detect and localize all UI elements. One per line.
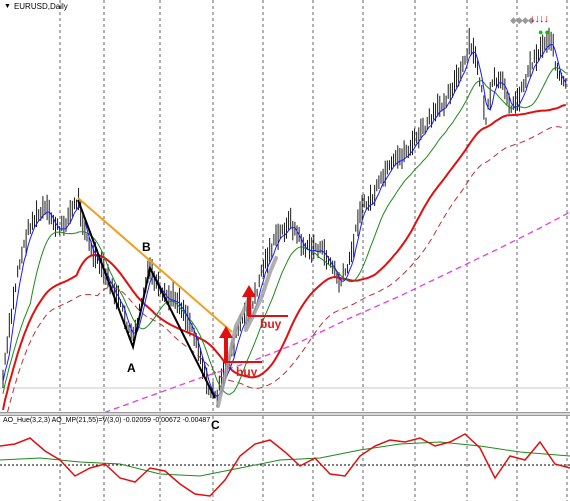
fast-ma-line — [2, 43, 567, 398]
symbol-name: EURUSD,Daily — [13, 2, 68, 11]
indicator-name-label: AO_Hue(3,2,3) AO_MP(21,55)=V(3,0) -0.020… — [3, 417, 211, 424]
indicator-canvas — [0, 416, 570, 501]
slow-ma-dashed-line — [7, 126, 566, 412]
signal-dots-icon: ●● — [538, 27, 551, 37]
price-chart-canvas — [0, 0, 570, 412]
pattern-label-b: B — [142, 240, 151, 254]
buy-label-upper: buy — [260, 317, 282, 331]
symbol-timeframe-label[interactable]: ▼ EURUSD,Daily — [4, 2, 68, 11]
object-markers-icon: ◆◆◆◆ — [510, 15, 535, 25]
pattern-label-a: A — [127, 361, 136, 375]
buy-label-lower: buy — [236, 365, 258, 379]
main-price-chart[interactable]: ▼ EURUSD,Daily ◆◆◆◆ ↓↓↓↓ ●● B A buy buy — [0, 0, 570, 412]
buy-arrow-icon — [242, 285, 256, 297]
panel-separator[interactable] — [0, 412, 570, 416]
long-ma-dashed-line — [104, 211, 570, 412]
indicator-red-line — [0, 433, 570, 497]
vertical-grid — [59, 0, 568, 412]
mid-ma-line — [2, 67, 567, 395]
resistance-trendline — [77, 197, 233, 333]
price-bars — [2, 27, 567, 407]
buy-arrow-icon — [219, 326, 233, 338]
slow-ma-line — [2, 104, 566, 411]
pattern-label-c: C — [211, 418, 220, 432]
abc-pattern-line — [77, 199, 216, 399]
buy-signals — [219, 285, 288, 363]
indicator-green-line — [0, 441, 570, 477]
dropdown-triangle-icon[interactable]: ▼ — [4, 3, 11, 10]
sell-arrows-icon: ↓↓↓↓ — [530, 13, 549, 25]
indicator-panel[interactable]: AO_Hue(3,2,3) AO_MP(21,55)=V(3,0) -0.020… — [0, 416, 570, 501]
